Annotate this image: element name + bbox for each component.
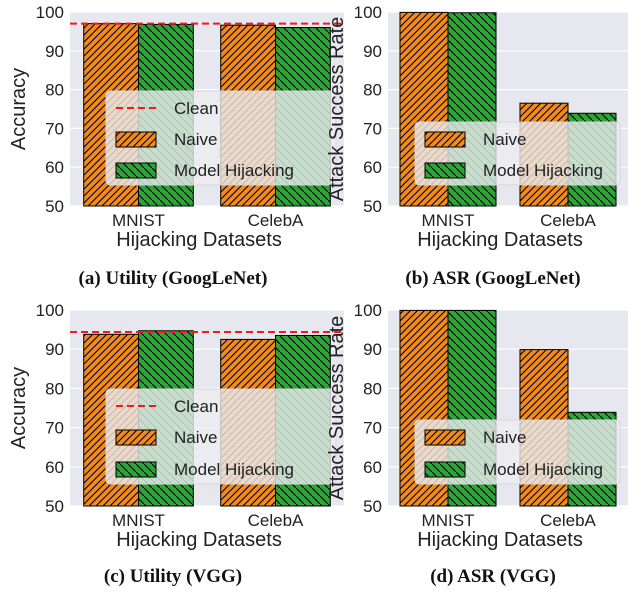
y-tick-label: 80 bbox=[363, 81, 382, 100]
y-tick-label: 50 bbox=[45, 197, 64, 216]
y-tick-label: 70 bbox=[45, 419, 64, 438]
x-axis-label: Hijacking Datasets bbox=[116, 529, 282, 551]
x-tick-label: MNIST bbox=[112, 511, 165, 530]
legend-label: Model Hijacking bbox=[174, 161, 294, 180]
legend-swatch-naive bbox=[424, 429, 466, 446]
x-tick-label: MNIST bbox=[422, 211, 475, 230]
legend-label: Naive bbox=[483, 130, 526, 149]
x-tick-label: CelebA bbox=[540, 511, 596, 530]
panel-caption: (c) Utility (VGG) bbox=[104, 566, 242, 587]
legend-swatch-naive bbox=[424, 131, 466, 148]
panel-caption: (d) ASR (VGG) bbox=[430, 566, 556, 587]
y-tick-label: 90 bbox=[45, 340, 64, 359]
panel-caption: (a) Utility (GoogLeNet) bbox=[79, 268, 268, 289]
y-tick-label: 70 bbox=[45, 119, 64, 138]
x-axis-label: Hijacking Datasets bbox=[417, 229, 583, 251]
legend-box bbox=[414, 419, 621, 485]
x-tick-label: MNIST bbox=[112, 211, 165, 230]
legend: Naive Model Hijacking bbox=[414, 121, 621, 186]
y-tick-label: 80 bbox=[45, 81, 64, 100]
y-tick-label: 50 bbox=[363, 197, 382, 216]
y-tick-label: 90 bbox=[363, 42, 382, 61]
legend-swatch-model-hijacking bbox=[424, 461, 466, 478]
legend: Naive Model Hijacking bbox=[414, 419, 621, 485]
legend-label: Naive bbox=[174, 428, 217, 447]
legend-swatch-model-hijacking bbox=[424, 162, 466, 179]
y-tick-label: 60 bbox=[45, 158, 64, 177]
y-tick-label: 60 bbox=[45, 458, 64, 477]
y-tick-label: 50 bbox=[363, 497, 382, 516]
y-tick-label: 70 bbox=[363, 419, 382, 438]
y-tick-label: 100 bbox=[354, 3, 382, 22]
legend: Clean Naive Model Hijacking bbox=[105, 90, 337, 186]
legend-swatch-naive bbox=[115, 429, 157, 446]
legend-swatch-model-hijacking bbox=[115, 162, 157, 179]
legend-label: Naive bbox=[174, 130, 217, 149]
y-tick-label: 70 bbox=[363, 119, 382, 138]
legend-swatch-naive bbox=[115, 131, 157, 148]
y-axis-label: Attack Success Rate bbox=[326, 316, 348, 501]
legend-swatch-model-hijacking bbox=[115, 461, 157, 478]
y-tick-label: 60 bbox=[363, 158, 382, 177]
y-tick-label: 100 bbox=[354, 301, 382, 320]
x-axis-label: Hijacking Datasets bbox=[116, 229, 282, 251]
y-axis-label: Attack Success Rate bbox=[326, 17, 348, 202]
legend-label: Clean bbox=[174, 99, 218, 118]
y-tick-label: 100 bbox=[36, 301, 64, 320]
legend-box bbox=[105, 90, 337, 186]
x-tick-label: CelebA bbox=[248, 211, 304, 230]
legend-box bbox=[414, 121, 621, 186]
x-tick-label: CelebA bbox=[540, 211, 596, 230]
y-tick-label: 50 bbox=[45, 497, 64, 516]
y-axis-label: Accuracy bbox=[8, 367, 30, 449]
y-tick-label: 60 bbox=[363, 458, 382, 477]
y-tick-label: 80 bbox=[45, 379, 64, 398]
x-tick-label: MNIST bbox=[422, 511, 475, 530]
legend: Clean Naive Model Hijacking bbox=[105, 388, 337, 485]
y-tick-label: 90 bbox=[45, 42, 64, 61]
y-tick-label: 90 bbox=[363, 340, 382, 359]
legend-label: Model Hijacking bbox=[483, 460, 603, 479]
x-axis-label: Hijacking Datasets bbox=[417, 529, 583, 551]
legend-label: Naive bbox=[483, 428, 526, 447]
y-axis-label: Accuracy bbox=[8, 68, 30, 150]
legend-label: Model Hijacking bbox=[174, 460, 294, 479]
panel-caption: (b) ASR (GoogLeNet) bbox=[405, 268, 580, 289]
y-tick-label: 100 bbox=[36, 3, 64, 22]
legend-box bbox=[105, 388, 337, 485]
legend-label: Model Hijacking bbox=[483, 161, 603, 180]
legend-label: Clean bbox=[174, 397, 218, 416]
y-tick-label: 80 bbox=[363, 379, 382, 398]
x-tick-label: CelebA bbox=[248, 511, 304, 530]
